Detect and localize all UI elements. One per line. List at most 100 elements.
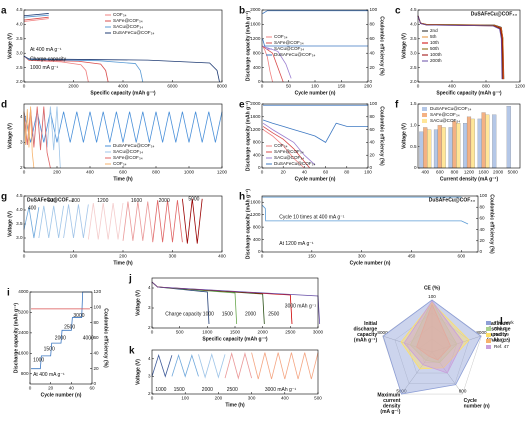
data-line	[152, 200, 183, 243]
legend-label: SACu@COF₃₄	[274, 46, 304, 51]
radar-axis-label: Maximum current density (mA g⁻¹)	[377, 393, 401, 416]
data-line	[23, 106, 35, 169]
legend-label: This work	[494, 320, 514, 325]
legend-swatch	[486, 321, 491, 325]
y-tick-label: 1200	[250, 127, 261, 132]
x-tick-label: 0	[151, 330, 154, 335]
bar	[456, 123, 461, 169]
plot-frame	[417, 9, 521, 83]
x-tick-label: 2000	[258, 330, 269, 335]
data-line	[262, 45, 273, 83]
radar-axis-label: Initial discharge capacity (mAh g⁻¹)	[354, 321, 378, 344]
y2-tick-label: 60	[370, 127, 376, 132]
y2-tick-label: 60	[480, 216, 486, 221]
y-tick-label: 0	[258, 79, 261, 84]
y-tick-label: 400	[253, 152, 261, 157]
data-line	[63, 204, 89, 239]
x-tick-label: 400	[281, 396, 289, 401]
data-line	[198, 352, 226, 379]
annotation: 2000	[202, 387, 213, 393]
y2-tick-label: 0	[94, 381, 97, 386]
y-tick-label: 2000	[250, 7, 261, 12]
radar-area	[409, 300, 458, 363]
x-tick-label: 1000	[184, 170, 195, 175]
y-tick-label: 4000	[18, 289, 29, 294]
y-tick-label: 2.5	[16, 65, 23, 70]
x-tick-label: 40	[69, 386, 75, 391]
x-tick-label: 200	[119, 254, 127, 259]
x-tick-label: 300	[358, 254, 366, 259]
plot-frame	[151, 349, 319, 395]
bar	[419, 131, 424, 169]
annotation: Charge capacity	[30, 56, 67, 62]
x-tick-label: 0	[261, 170, 264, 175]
x-tick-label: 1200	[464, 170, 475, 175]
radar-axis-label: Maximum discharge capacity (mAh g⁻¹)	[487, 321, 511, 344]
data-line	[262, 10, 368, 14]
legend-label: DuSAFeCu@COF₃₄	[274, 161, 315, 166]
y-tick-label: 2400	[18, 330, 29, 335]
y-tick-label: 2.0	[410, 79, 417, 84]
data-line	[262, 129, 305, 169]
legend-label: 50th	[430, 46, 439, 51]
legend-label: COF₃₄	[274, 34, 288, 39]
y2-tick-label: 100	[94, 305, 102, 310]
radar-axis-max: 5000	[396, 388, 407, 393]
y-tick-label: 3.5	[16, 221, 23, 226]
annotation: 600	[48, 198, 57, 204]
y-tick-label: 3.0	[16, 235, 23, 240]
y-tick-label: 800	[253, 140, 261, 145]
data-line	[23, 18, 49, 22]
bar	[433, 129, 439, 169]
x-tick-label: 0	[151, 396, 154, 401]
x-tick-label: 4000	[118, 84, 129, 89]
legend-label: SAFe@COF₃₄	[113, 155, 143, 160]
legend-label: DuSAFeCu@COF₃₄	[113, 30, 154, 35]
x-axis-label: Cycle number (n)	[295, 176, 336, 182]
annotation: At 400 mA g⁻¹	[30, 47, 62, 53]
data-line	[151, 281, 293, 325]
data-line	[262, 45, 284, 83]
x-tick-label: 1000	[202, 330, 213, 335]
annotation: 1500	[174, 387, 185, 393]
legend-label: 2nd	[430, 28, 438, 33]
x-tick-label: 1200	[515, 84, 526, 89]
annotation: 1200	[97, 198, 108, 204]
x-tick-label: 450	[408, 254, 416, 259]
data-line	[262, 126, 311, 169]
radar-area	[382, 299, 482, 395]
y-axis-label: Discharge capacity (mAh g⁻¹)	[245, 11, 251, 81]
legend-label: Ref. 47	[494, 344, 509, 349]
y2-tick-label: 40	[480, 227, 486, 232]
x-axis-label: Cycle number (n)	[295, 90, 336, 96]
y2-tick-label: 20	[480, 238, 486, 243]
x-axis-label: Cycle number (n)	[41, 392, 82, 398]
y-tick-label: 3200	[18, 310, 29, 315]
x-tick-label: 40	[302, 170, 308, 175]
y-tick-label: 4	[148, 285, 151, 290]
y-tick-label: 1.5	[410, 101, 417, 106]
y-tick-label: 400	[253, 237, 261, 242]
x-tick-label: 400	[421, 170, 429, 175]
radar-area	[416, 303, 452, 361]
y-tick-label: 2	[20, 165, 23, 170]
x-tick-label: 80	[344, 170, 350, 175]
y2-tick-label: 60	[370, 36, 376, 41]
x-tick-label: 300	[248, 396, 256, 401]
x-axis-label: Specific capacity (mAh g⁻¹)	[90, 90, 155, 96]
radar-ring	[394, 312, 470, 384]
x-tick-label: 600	[436, 170, 444, 175]
radar-axis	[382, 335, 433, 353]
legend-label: DuSAFeCu@COF₃₄	[113, 143, 154, 148]
y2-tick-label: 60	[94, 335, 100, 340]
y2-tick-label: 0	[370, 165, 373, 170]
legend-label: 100th	[430, 52, 442, 57]
x-tick-label: 0	[417, 84, 420, 89]
legend-label: SAFe@COF₃₄	[274, 149, 304, 154]
y-axis-label: Voltage (V)	[401, 33, 407, 59]
annotation: At 1200 mA g⁻¹	[279, 241, 314, 247]
x-tick-label: 800	[152, 170, 160, 175]
legend-label: DuSAFeCu@COF₃₄	[430, 106, 471, 111]
data-line	[122, 201, 154, 241]
y-tick-label: 1600	[250, 114, 261, 119]
